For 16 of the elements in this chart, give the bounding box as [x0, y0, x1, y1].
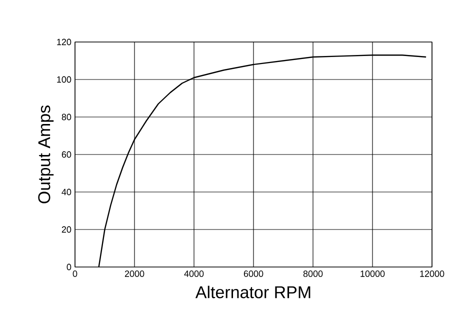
y-tick-label: 40: [62, 188, 72, 196]
x-tick-label: 2000: [124, 270, 144, 277]
y-tick-label: 20: [62, 226, 72, 233]
x-tick-label: 0: [72, 270, 78, 277]
x-tick-label: 10000: [360, 270, 385, 277]
x-tick-label: 12000: [420, 270, 444, 277]
y-tick-label: 0: [66, 264, 72, 270]
x-tick-label: 4000: [184, 270, 204, 277]
y-tick-label: 60: [62, 151, 72, 158]
y-tick-label: 100: [57, 76, 72, 83]
x-tick-label: 8000: [303, 270, 323, 277]
y-axis-title: Output Amps: [38, 106, 54, 204]
y-tick-label: 120: [57, 38, 72, 46]
y-tick-label: 80: [62, 114, 72, 120]
x-axis-title: Alternator RPM: [195, 286, 310, 298]
x-tick-label: 6000: [244, 270, 264, 277]
